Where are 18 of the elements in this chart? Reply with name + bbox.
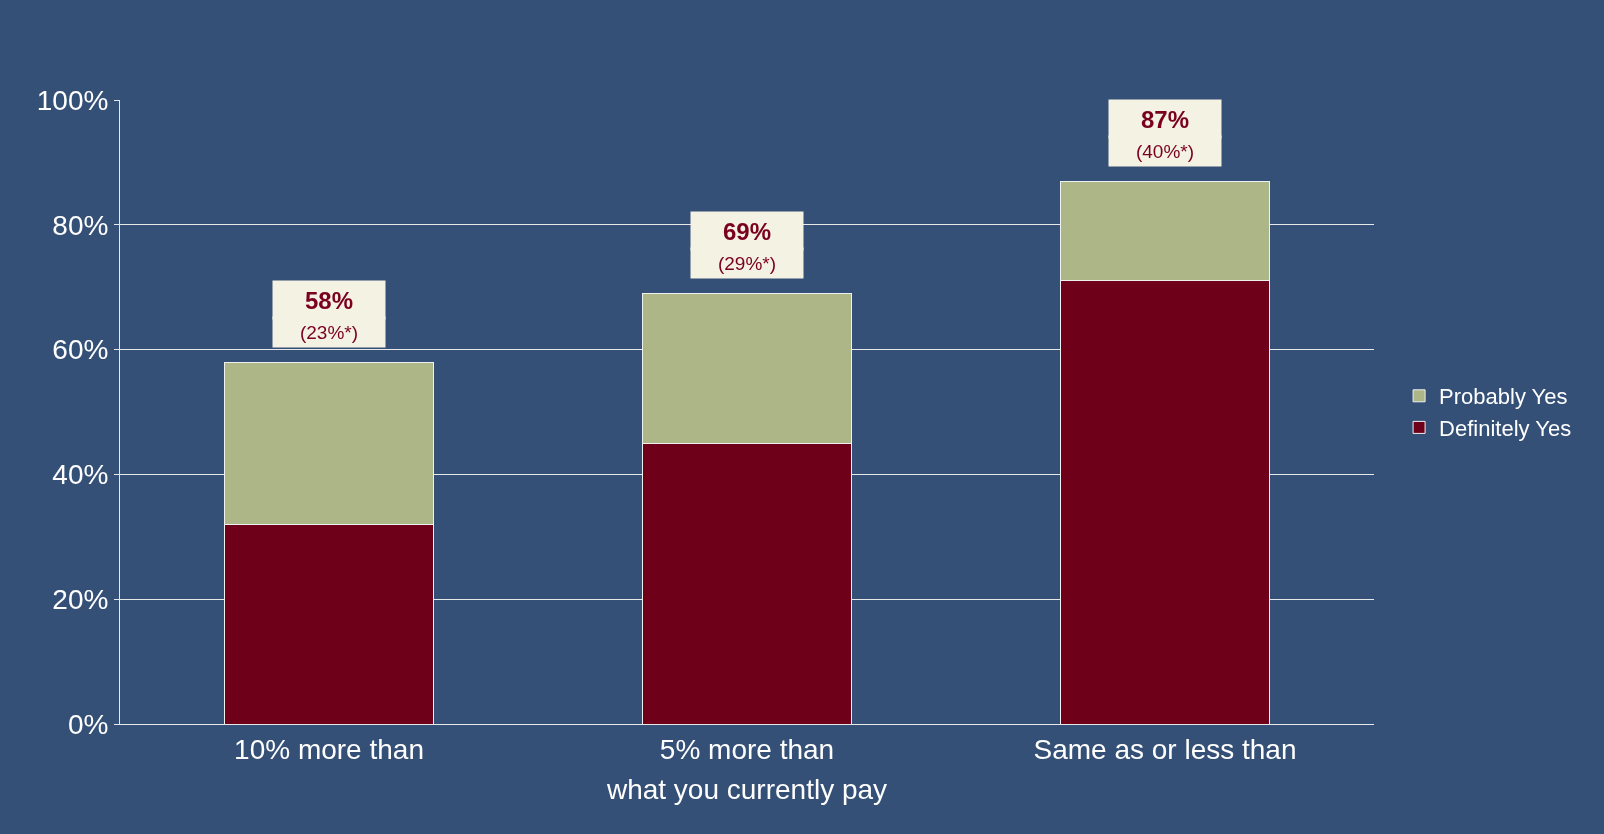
x-tick-label: 5% more than <box>659 733 835 765</box>
total-label: 69% <box>722 217 772 245</box>
annotation: (40%*) <box>1135 140 1195 162</box>
total-label: 87% <box>1140 105 1190 133</box>
y-tick-label: 60% <box>52 334 109 366</box>
x-tick-label: Same as or less than <box>1033 733 1297 765</box>
x-tick-label: 10% more than <box>234 733 424 765</box>
y-tick-label: 100% <box>36 84 109 116</box>
legend-label: Probably Yes <box>1439 384 1568 410</box>
annotation: (23%*) <box>299 321 359 343</box>
total-label: 58% <box>304 286 354 314</box>
y-tick-label: 0% <box>67 708 109 740</box>
x-axis-title: what you currently pay <box>605 773 888 805</box>
annotation: (29%*) <box>717 252 777 274</box>
y-tick-label: 80% <box>52 209 109 241</box>
y-tick-label: 20% <box>52 584 109 615</box>
y-tick-label: 40% <box>52 459 109 491</box>
legend-label: Definitely Yes <box>1439 415 1572 441</box>
